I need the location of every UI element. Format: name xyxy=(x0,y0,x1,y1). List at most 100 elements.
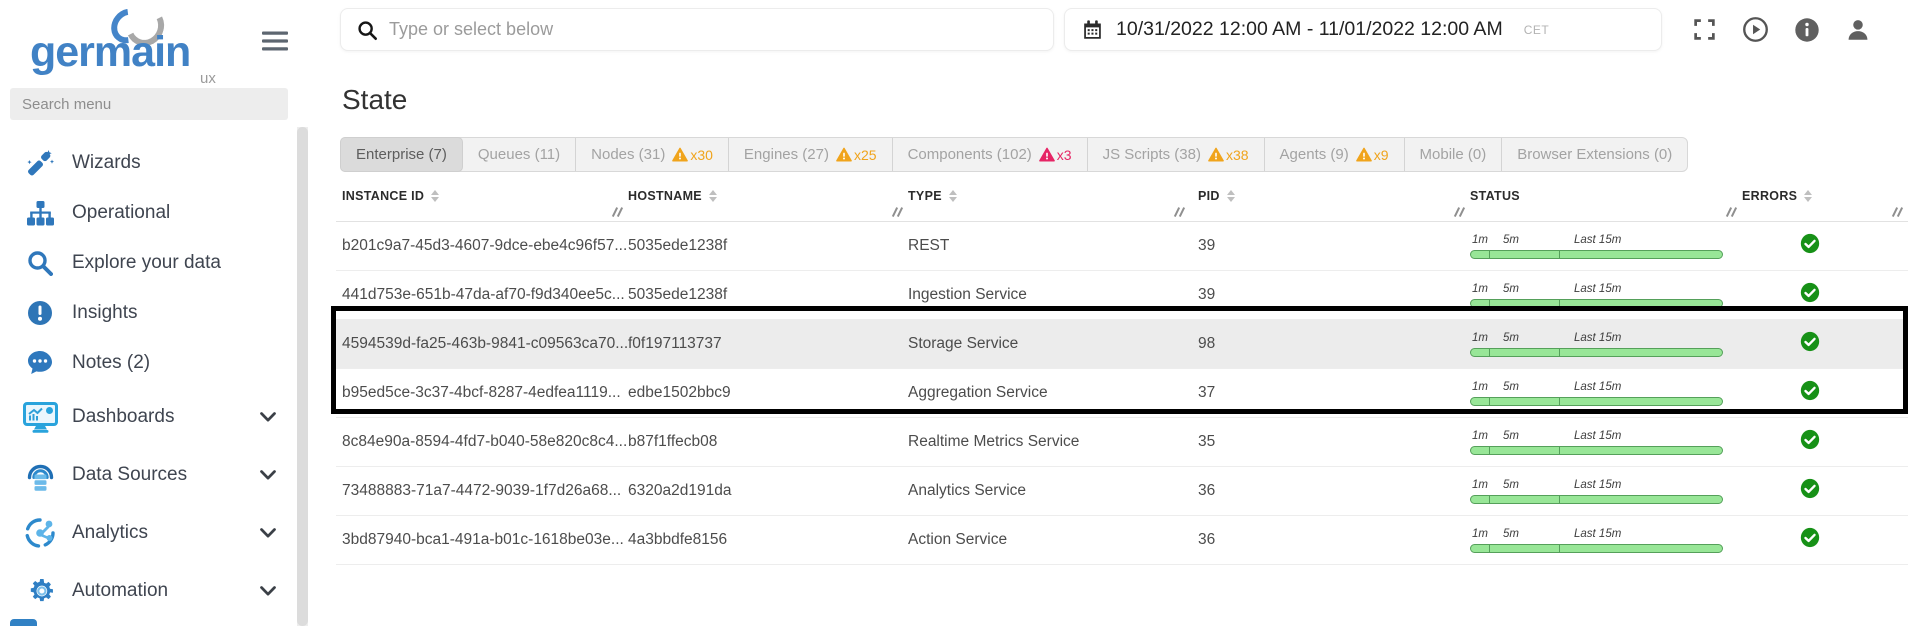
cell-hostname: f0f197113737 xyxy=(628,335,722,352)
table-row[interactable]: b201c9a7-45d3-4607-9dce-ebe4c96f57... 50… xyxy=(336,222,1908,271)
tab[interactable]: Browser Extensions (0) xyxy=(1502,138,1687,171)
search-icon xyxy=(356,19,378,41)
notes-icon xyxy=(22,350,58,376)
sidebar-partial-item-icon xyxy=(10,619,37,626)
status-label-15m: Last 15m xyxy=(1574,331,1622,344)
column-resize-handle[interactable] xyxy=(1453,207,1465,217)
dashboards-icon xyxy=(22,401,58,433)
sort-icon[interactable] xyxy=(708,190,717,202)
cell-status: 1m 5m Last 15m xyxy=(1470,430,1742,455)
status-label-1m: 1m xyxy=(1472,331,1488,344)
chevron-down-icon[interactable] xyxy=(260,527,276,539)
status-label-5m: 5m xyxy=(1503,478,1519,491)
sidebar-item-wizards[interactable]: Wizards xyxy=(0,138,296,188)
sidebar-item-explore-your-data[interactable]: Explore your data xyxy=(0,238,296,288)
sidebar-item-data-sources[interactable]: Data Sources xyxy=(0,446,296,504)
global-search-bar xyxy=(340,8,1054,51)
table-row[interactable]: 441d753e-651b-47da-af70-f9d340ee5c... 50… xyxy=(336,271,1908,320)
cell-instance-id: 8c84e90a-8594-4fd7-b040-58e820c8c4... xyxy=(342,433,628,450)
tab-label: Components (102) xyxy=(907,146,1032,163)
sort-icon[interactable] xyxy=(1226,190,1235,202)
cell-hostname: 5035ede1238f xyxy=(628,237,728,254)
info-icon[interactable] xyxy=(1794,17,1820,43)
tab-label: Nodes (31) xyxy=(591,146,666,163)
germain-ux-logo[interactable]: germain ux xyxy=(28,1,258,87)
tab[interactable]: Agents (9) x9 xyxy=(1265,138,1405,171)
date-range-picker[interactable]: 10/31/2022 12:00 AM - 11/01/2022 12:00 A… xyxy=(1064,8,1662,51)
status-label-15m: Last 15m xyxy=(1574,429,1622,442)
cell-errors xyxy=(1742,282,1908,308)
sort-icon[interactable] xyxy=(948,190,957,202)
table-row[interactable]: 73488883-71a7-4472-9039-1f7d26a68... 632… xyxy=(336,467,1908,516)
status-label-15m: Last 15m xyxy=(1574,527,1622,540)
sort-icon[interactable] xyxy=(1804,190,1813,202)
table-row[interactable]: 4594539d-fa25-463b-9841-c09563ca70... f0… xyxy=(336,320,1908,369)
chevron-down-icon[interactable] xyxy=(260,469,276,481)
status-label-1m: 1m xyxy=(1472,478,1488,491)
column-resize-handle[interactable] xyxy=(1725,207,1737,217)
fullscreen-icon[interactable] xyxy=(1692,17,1717,42)
cell-pid: 39 xyxy=(1198,286,1216,303)
table-row[interactable]: b95ed5ce-3c37-4bcf-8287-4edfea1119... ed… xyxy=(336,369,1908,418)
sidebar-item-analytics[interactable]: Analytics xyxy=(0,504,296,562)
status-label-15m: Last 15m xyxy=(1574,478,1622,491)
hamburger-menu-icon[interactable] xyxy=(262,30,288,57)
state-table: INSTANCE ID HOSTNAME TYPE PID STATUS ERR… xyxy=(331,183,1908,565)
sidebar-item-insights[interactable]: Insights xyxy=(0,288,296,338)
global-search-input[interactable] xyxy=(389,19,1038,40)
status-label-1m: 1m xyxy=(1472,380,1488,393)
analytics-icon xyxy=(22,517,58,549)
column-header[interactable]: TYPE xyxy=(908,183,1190,221)
tab[interactable]: JS Scripts (38) x38 xyxy=(1088,138,1265,171)
state-tabs: Enterprise (7) Queues (11) Nodes (31) x3… xyxy=(340,137,1689,172)
sidebar-scrollbar[interactable] xyxy=(297,127,308,626)
column-header[interactable]: ERRORS xyxy=(1742,183,1908,221)
column-header[interactable]: PID xyxy=(1190,183,1470,221)
cell-hostname: 6320a2d191da xyxy=(628,482,732,499)
sidebar-item-notes-2[interactable]: Notes (2) xyxy=(0,338,296,388)
column-resize-handle[interactable] xyxy=(891,207,903,217)
tab[interactable]: Queues (11) xyxy=(463,138,577,171)
sidebar-search-input[interactable] xyxy=(10,88,288,120)
tab[interactable]: Engines (27) x25 xyxy=(729,138,893,171)
column-resize-handle[interactable] xyxy=(611,207,623,217)
table-row[interactable]: 3bd87940-bca1-491a-b01c-1618be03e... 4a3… xyxy=(336,516,1908,565)
warning-count: x9 xyxy=(1373,146,1389,163)
status-bars-widget: 1m 5m Last 15m xyxy=(1470,430,1723,455)
sidebar-menu: Wizards Operational Explore your data In… xyxy=(0,138,296,620)
warning-badge: x30 xyxy=(672,147,713,163)
chevron-down-icon[interactable] xyxy=(260,411,276,423)
status-label-5m: 5m xyxy=(1503,527,1519,540)
cell-status: 1m 5m Last 15m xyxy=(1470,381,1742,406)
tab[interactable]: Components (102) x3 xyxy=(893,138,1088,171)
cell-instance-id: 3bd87940-bca1-491a-b01c-1618be03e... xyxy=(342,531,624,548)
play-icon[interactable] xyxy=(1742,16,1769,43)
sort-icon[interactable] xyxy=(431,190,440,202)
status-label-5m: 5m xyxy=(1503,380,1519,393)
tab[interactable]: Nodes (31) x30 xyxy=(576,138,729,171)
sidebar-item-label: Analytics xyxy=(72,522,149,543)
cell-type: Realtime Metrics Service xyxy=(908,433,1080,450)
cell-status: 1m 5m Last 15m xyxy=(1470,234,1742,259)
column-header[interactable]: INSTANCE ID xyxy=(336,183,628,221)
column-header[interactable]: HOSTNAME xyxy=(628,183,908,221)
column-header[interactable]: STATUS xyxy=(1470,183,1742,221)
date-range-text: 10/31/2022 12:00 AM - 11/01/2022 12:00 A… xyxy=(1116,18,1503,40)
column-resize-handle[interactable] xyxy=(1173,207,1185,217)
column-header-label: STATUS xyxy=(1470,189,1520,203)
tab[interactable]: Enterprise (7) xyxy=(340,137,463,172)
cell-status: 1m 5m Last 15m xyxy=(1470,479,1742,504)
column-resize-handle[interactable] xyxy=(1891,207,1903,217)
user-icon[interactable] xyxy=(1845,17,1871,43)
tab[interactable]: Mobile (0) xyxy=(1405,138,1503,171)
tab-label: Agents (9) xyxy=(1279,146,1349,163)
success-check-icon xyxy=(1800,282,1820,303)
cell-type: REST xyxy=(908,237,950,254)
table-row[interactable]: 8c84e90a-8594-4fd7-b040-58e820c8c4... b8… xyxy=(336,418,1908,467)
column-header-label: PID xyxy=(1198,189,1220,203)
sidebar-item-operational[interactable]: Operational xyxy=(0,188,296,238)
chevron-down-icon[interactable] xyxy=(260,585,276,597)
sidebar-item-automation[interactable]: Automation xyxy=(0,562,296,620)
sidebar-item-dashboards[interactable]: Dashboards xyxy=(0,388,296,446)
column-header-label: INSTANCE ID xyxy=(342,189,425,203)
